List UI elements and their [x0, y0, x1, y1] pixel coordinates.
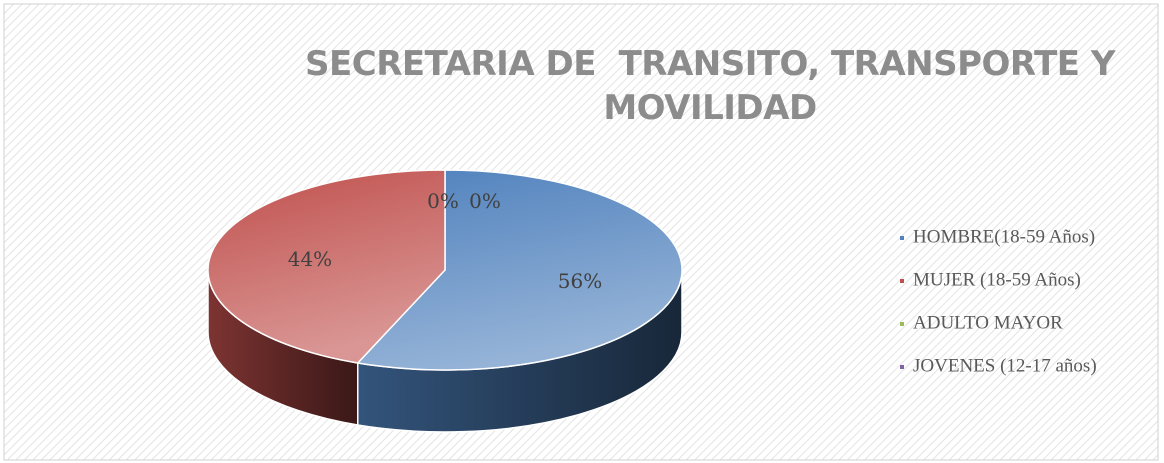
legend-marker — [900, 365, 904, 369]
data-label: 44% — [288, 247, 332, 271]
data-label: 0% — [427, 189, 459, 213]
legend-marker — [900, 322, 904, 326]
legend-marker — [900, 279, 904, 283]
data-label: 56% — [558, 269, 602, 293]
legend-label: HOMBRE(18-59 Años) — [913, 226, 1095, 247]
legend-label: JOVENES (12-17 años) — [913, 355, 1097, 376]
chart-title: SECRETARIA DE TRANSITO, TRANSPORTE Y MOV… — [305, 44, 1115, 128]
legend-label: ADULTO MAYOR — [913, 312, 1063, 333]
pie-slice — [356, 169, 683, 371]
legend-label: MUJER (18-59 Años) — [913, 269, 1081, 290]
pie-slice — [207, 169, 446, 364]
data-label: 0% — [469, 189, 501, 213]
legend-marker — [900, 236, 904, 240]
